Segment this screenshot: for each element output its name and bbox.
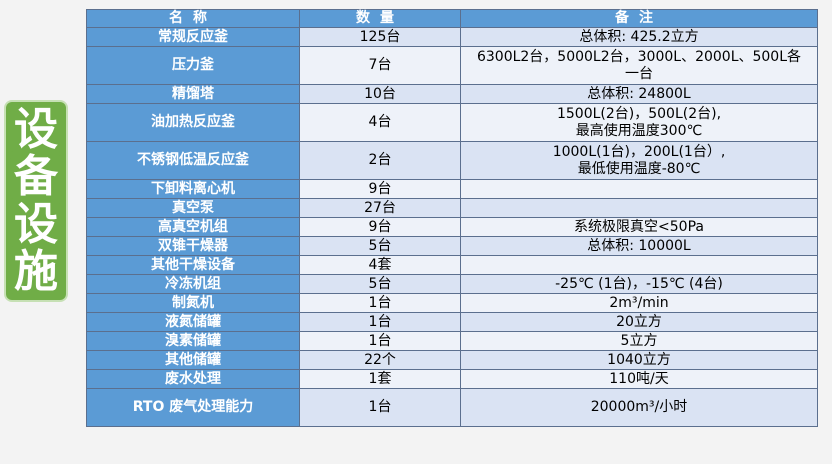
equipment-note: 总体积: 425.2立方 [460,27,818,47]
equipment-table: 名称 数量 备注 常规反应釜 125台 总体积: 425.2立方 压力釜 7台 6300L… [86,9,818,427]
table-row: 双锥干燥器 5台 总体积: 10000L [86,236,818,256]
table-row: 高真空机组 9台 系统极限真空<50Pa [86,217,818,237]
equipment-note: -25℃ (1台)，-15℃ (4台) [460,274,818,294]
side-title-char-1: 设 [10,108,62,152]
table-row: 冷冻机组 5台 -25℃ (1台)，-15℃ (4台) [86,274,818,294]
side-title: 设 备 设 施 [6,102,66,300]
table-row: 其他储罐 22个 1040立方 [86,350,818,370]
equipment-note: 20立方 [460,312,818,332]
equipment-quantity: 10台 [299,84,461,104]
equipment-note [460,255,818,275]
side-title-char-2: 备 [10,155,62,200]
equipment-quantity: 7台 [299,46,461,85]
equipment-name: 液氮储罐 [86,312,300,332]
equipment-name: RTO 废气处理能力 [86,388,300,427]
equipment-note: 1000L(1台)，200L(1台）, 最低使用温度-80℃ [460,141,818,180]
equipment-quantity: 1台 [299,312,461,332]
equipment-name: 压力釜 [86,46,300,85]
table-row: 废水处理 1套 110吨/天 [86,369,818,389]
equipment-quantity: 9台 [299,179,461,199]
equipment-name: 制氮机 [86,293,300,313]
equipment-name: 精馏塔 [86,84,300,104]
table-row: 下卸料离心机 9台 [86,179,818,199]
table-row: 真空泵 27台 [86,198,818,218]
header-name: 名称 [86,9,300,28]
equipment-note: 总体积: 10000L [460,236,818,256]
table-row: 液氮储罐 1台 20立方 [86,312,818,332]
equipment-quantity: 2台 [299,141,461,180]
equipment-quantity: 125台 [299,27,461,47]
table-row: 油加热反应釜 4台 1500L(2台)，500L(2台), 最高使用温度300℃ [86,103,818,142]
table-row: 溴素储罐 1台 5立方 [86,331,818,351]
equipment-name: 溴素储罐 [86,331,300,351]
equipment-name: 油加热反应釜 [86,103,300,142]
equipment-note: 20000m³/小时 [460,388,818,427]
equipment-quantity: 5台 [299,274,461,294]
side-title-char-4: 施 [10,249,62,294]
header-quantity: 数量 [299,9,461,28]
equipment-quantity: 22个 [299,350,461,370]
table-header-row: 名称 数量 备注 [86,9,818,28]
table-row: 精馏塔 10台 总体积: 24800L [86,84,818,104]
table-row: 压力釜 7台 6300L2台，5000L2台，3000L、2000L、500L各 一… [86,46,818,85]
equipment-quantity: 1台 [299,293,461,313]
equipment-note [460,198,818,218]
equipment-note: 系统极限真空<50Pa [460,217,818,237]
equipment-quantity: 27台 [299,198,461,218]
table-row: 制氮机 1台 2m³/min [86,293,818,313]
equipment-name: 废水处理 [86,369,300,389]
equipment-name: 下卸料离心机 [86,179,300,199]
equipment-note: 总体积: 24800L [460,84,818,104]
equipment-name: 其他干燥设备 [86,255,300,275]
equipment-quantity: 9台 [299,217,461,237]
equipment-note: 110吨/天 [460,369,818,389]
equipment-quantity: 4套 [299,255,461,275]
equipment-name: 高真空机组 [86,217,300,237]
table-row: 常规反应釜 125台 总体积: 425.2立方 [86,27,818,47]
equipment-quantity: 5台 [299,236,461,256]
equipment-quantity: 1台 [299,388,461,427]
equipment-name: 双锥干燥器 [86,236,300,256]
equipment-name: 冷冻机组 [86,274,300,294]
equipment-name: 不锈钢低温反应釜 [86,141,300,180]
equipment-note: 6300L2台，5000L2台，3000L、2000L、500L各 一台 [460,46,818,85]
table-row: 其他干燥设备 4套 [86,255,818,275]
equipment-quantity: 1台 [299,331,461,351]
equipment-name: 常规反应釜 [86,27,300,47]
side-title-char-3: 设 [10,202,62,247]
equipment-note: 5立方 [460,331,818,351]
table-row: RTO 废气处理能力 1台 20000m³/小时 [86,388,818,427]
equipment-note [460,179,818,199]
equipment-name: 其他储罐 [86,350,300,370]
equipment-note: 1500L(2台)，500L(2台), 最高使用温度300℃ [460,103,818,142]
equipment-note: 1040立方 [460,350,818,370]
table-row: 不锈钢低温反应釜 2台 1000L(1台)，200L(1台）, 最低使用温度-80℃ [86,141,818,180]
equipment-quantity: 1套 [299,369,461,389]
equipment-quantity: 4台 [299,103,461,142]
equipment-note: 2m³/min [460,293,818,313]
equipment-name: 真空泵 [86,198,300,218]
header-note: 备注 [460,9,818,28]
